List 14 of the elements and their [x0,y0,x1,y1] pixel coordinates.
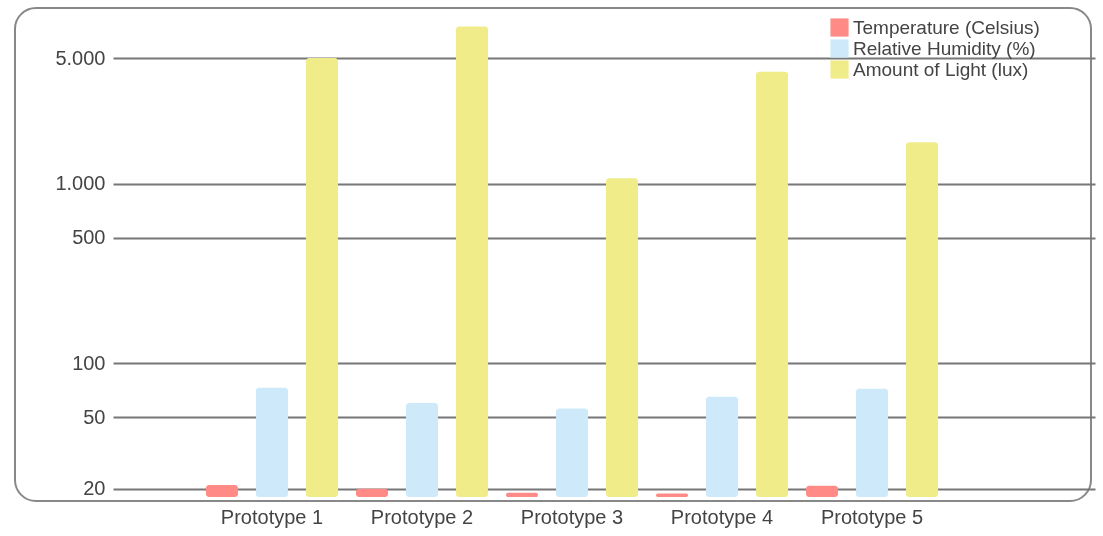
x-tick-label: Prototype 4 [670,505,774,528]
legend-label: Relative Humidity (%) [853,37,1036,59]
x-tick-label: Prototype 5 [820,505,924,528]
y-tick-label: 500 [72,226,106,249]
y-tick-label: 5.000 [55,46,106,69]
x-tick-label: Prototype 1 [220,505,324,528]
x-tick-label: Prototype 3 [520,505,624,528]
y-tick-label: 50 [83,405,106,428]
y-tick-label: 1.000 [55,172,106,195]
legend-label: Temperature (Celsius) [853,16,1040,38]
legend-label: Amount of Light (lux) [853,58,1029,80]
x-tick-label: Prototype 2 [370,505,474,528]
y-tick-label: 100 [72,351,106,374]
y-tick-label: 20 [83,477,106,500]
